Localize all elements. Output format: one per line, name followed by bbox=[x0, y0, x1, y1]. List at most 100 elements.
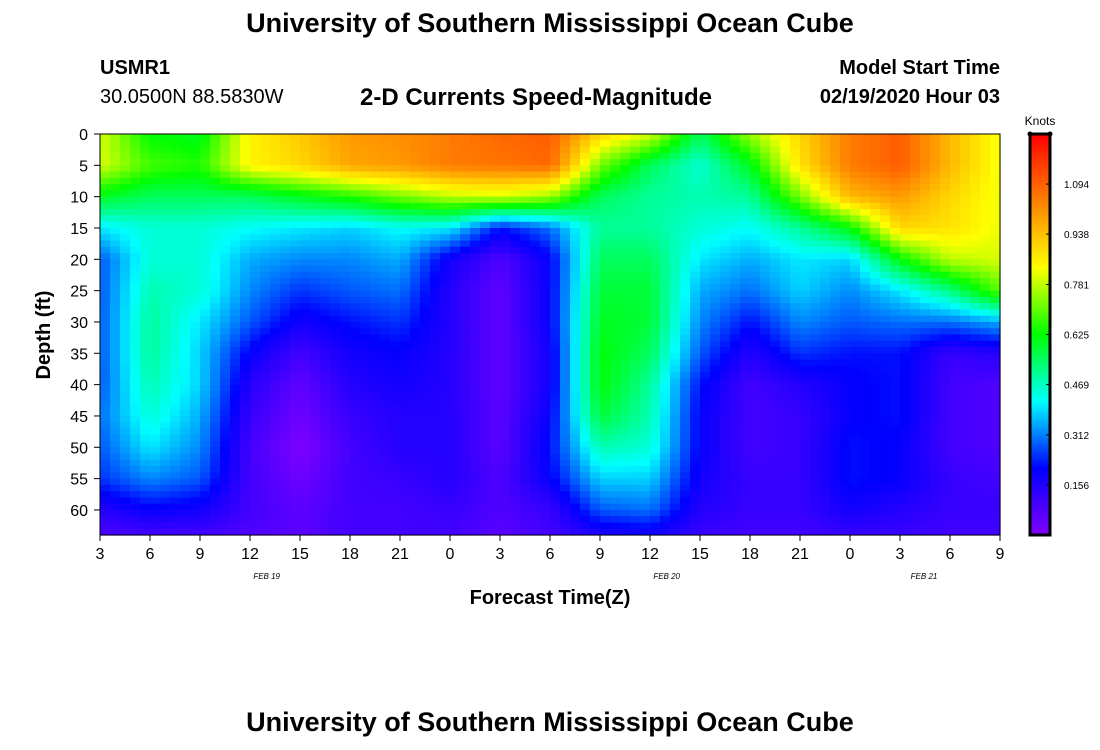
heatmap-cell bbox=[370, 397, 381, 405]
heatmap-cell bbox=[990, 159, 1001, 166]
heatmap-cell bbox=[880, 246, 891, 254]
heatmap-cell bbox=[560, 140, 571, 148]
heatmap-cell bbox=[860, 403, 871, 411]
heatmap-cell bbox=[570, 353, 581, 361]
heatmap-cell bbox=[200, 265, 211, 273]
heatmap-cell bbox=[220, 434, 231, 442]
heatmap-cell bbox=[940, 240, 951, 248]
heatmap-cell bbox=[150, 146, 161, 154]
heatmap-cell bbox=[480, 441, 491, 448]
heatmap-cell bbox=[530, 315, 541, 323]
heatmap-cell bbox=[880, 384, 891, 392]
heatmap-cell bbox=[110, 340, 121, 348]
heatmap-cell bbox=[730, 415, 741, 423]
heatmap-cell bbox=[580, 353, 591, 361]
heatmap-cell bbox=[910, 340, 921, 348]
heatmap-cell bbox=[270, 378, 281, 386]
heatmap-cell bbox=[660, 259, 671, 267]
heatmap-cell bbox=[460, 340, 471, 348]
heatmap-cell bbox=[150, 359, 161, 367]
heatmap-cell bbox=[770, 459, 781, 467]
heatmap-cell bbox=[910, 315, 921, 323]
heatmap-cell bbox=[450, 265, 461, 273]
heatmap-cell bbox=[230, 397, 241, 405]
heatmap-cell bbox=[890, 159, 901, 166]
heatmap-cell bbox=[100, 209, 111, 217]
heatmap-cell bbox=[540, 378, 551, 386]
heatmap-cell bbox=[200, 359, 211, 367]
heatmap-cell bbox=[350, 334, 361, 342]
heatmap-cell bbox=[140, 284, 151, 292]
heatmap-cell bbox=[340, 422, 351, 430]
heatmap-cell bbox=[790, 165, 801, 173]
heatmap-cell bbox=[870, 365, 881, 373]
heatmap-cell bbox=[970, 459, 981, 467]
heatmap-cell bbox=[610, 384, 621, 392]
heatmap-cell bbox=[970, 209, 981, 217]
heatmap-cell bbox=[650, 271, 661, 279]
heatmap-cell bbox=[680, 265, 691, 273]
heatmap-cell bbox=[840, 397, 851, 405]
heatmap-cell bbox=[510, 284, 521, 292]
heatmap-cell bbox=[960, 372, 971, 379]
heatmap-cell bbox=[390, 447, 401, 455]
heatmap-cell bbox=[590, 240, 601, 248]
heatmap-cell bbox=[240, 415, 251, 423]
heatmap-cell bbox=[360, 397, 371, 405]
heatmap-cell bbox=[930, 315, 941, 323]
heatmap-cell bbox=[790, 265, 801, 273]
heatmap-cell bbox=[610, 359, 621, 367]
heatmap-cell bbox=[660, 359, 671, 367]
heatmap-cell bbox=[330, 234, 341, 242]
heatmap-cell bbox=[110, 296, 121, 304]
heatmap-cell bbox=[990, 365, 1001, 373]
heatmap-cell bbox=[750, 190, 761, 198]
heatmap-cell bbox=[380, 278, 391, 285]
heatmap-cell bbox=[440, 296, 451, 304]
heatmap-cell bbox=[650, 315, 661, 323]
heatmap-cell bbox=[570, 134, 581, 141]
heatmap-cell bbox=[530, 372, 541, 379]
heatmap-cell bbox=[870, 165, 881, 173]
heatmap-cell bbox=[790, 459, 801, 467]
heatmap-cell bbox=[690, 265, 701, 273]
heatmap-cell bbox=[480, 284, 491, 292]
heatmap-cell bbox=[500, 434, 511, 442]
heatmap-cell bbox=[490, 472, 501, 480]
heatmap-cell bbox=[310, 209, 321, 217]
heatmap-cell bbox=[580, 152, 591, 160]
heatmap-cell bbox=[570, 284, 581, 292]
heatmap-cell bbox=[210, 453, 221, 461]
heatmap-cell bbox=[220, 390, 231, 398]
model-start-value: 02/19/2020 Hour 03 bbox=[819, 86, 1000, 108]
heatmap-cell bbox=[930, 390, 941, 398]
heatmap-cell bbox=[970, 447, 981, 455]
heatmap-cell bbox=[730, 466, 741, 473]
heatmap-cell bbox=[810, 303, 821, 311]
heatmap-cell bbox=[770, 152, 781, 160]
heatmap-cell bbox=[740, 240, 751, 248]
heatmap-cell bbox=[180, 334, 191, 342]
heatmap-cell bbox=[770, 202, 781, 210]
heatmap-cell bbox=[880, 466, 891, 473]
heatmap-cell bbox=[690, 271, 701, 279]
heatmap-cell bbox=[100, 240, 111, 248]
heatmap-cell bbox=[790, 246, 801, 254]
heatmap-cell bbox=[610, 265, 621, 273]
heatmap-cell bbox=[180, 428, 191, 436]
heatmap-cell bbox=[470, 271, 481, 279]
heatmap-cell bbox=[820, 409, 831, 417]
heatmap-cell bbox=[760, 303, 771, 311]
heatmap-cell bbox=[720, 353, 731, 361]
heatmap-cell bbox=[290, 478, 301, 486]
heatmap-cell bbox=[440, 202, 451, 210]
heatmap-cell bbox=[820, 240, 831, 248]
heatmap-cell bbox=[690, 159, 701, 166]
heatmap-cell bbox=[310, 478, 321, 486]
heatmap-cell bbox=[530, 215, 541, 223]
heatmap-cell bbox=[330, 409, 341, 417]
heatmap-cell bbox=[330, 271, 341, 279]
heatmap-cell bbox=[140, 265, 151, 273]
heatmap-cell bbox=[220, 146, 231, 154]
